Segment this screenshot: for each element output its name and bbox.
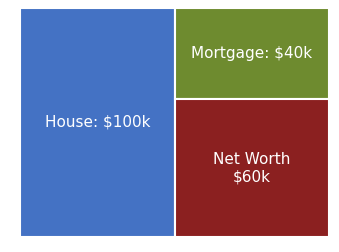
- Text: Net Worth
$60k: Net Worth $60k: [213, 152, 291, 184]
- Text: House: $100k: House: $100k: [45, 115, 150, 130]
- Text: Mortgage: $40k: Mortgage: $40k: [191, 46, 312, 61]
- Bar: [175, 8, 329, 99]
- Bar: [20, 8, 175, 237]
- Bar: [175, 99, 329, 237]
